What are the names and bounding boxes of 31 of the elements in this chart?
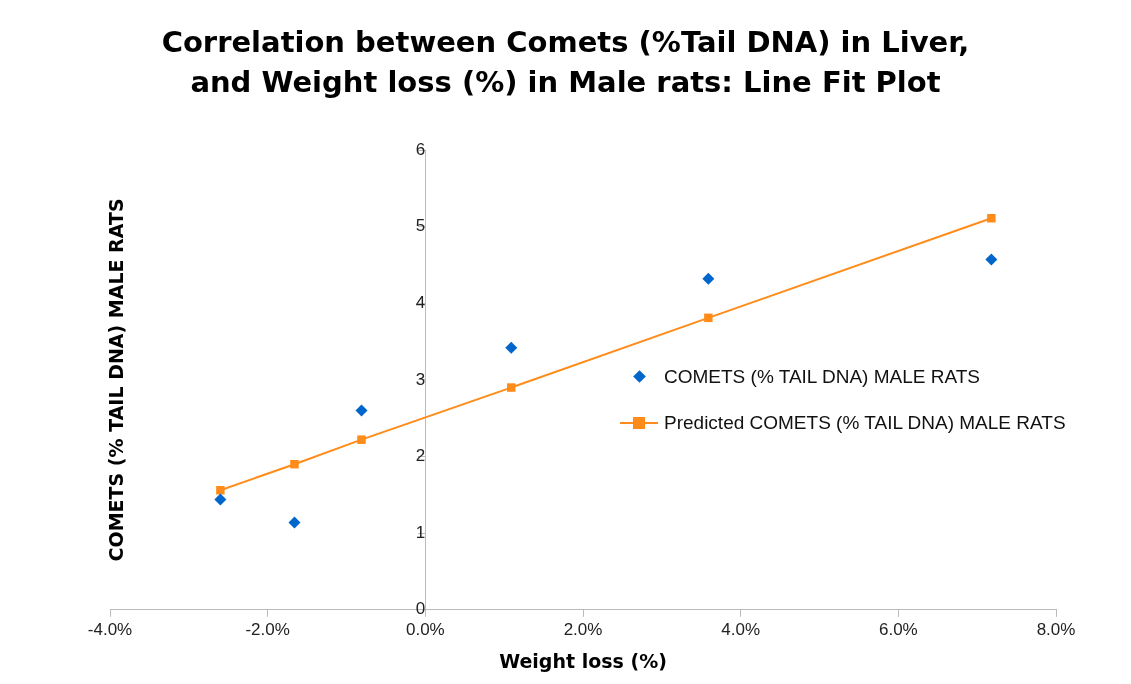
point xyxy=(216,486,225,495)
point xyxy=(985,253,998,266)
x-tick-label: 4.0% xyxy=(721,619,761,639)
y-tick-label: 4 xyxy=(415,292,426,312)
point xyxy=(704,313,713,323)
legend-label: Predicted COMETS (% TAIL DNA) MALE RATS xyxy=(664,411,1066,434)
point xyxy=(214,493,227,506)
legend-label: COMETS (% TAIL DNA) MALE RATS xyxy=(664,365,981,388)
point xyxy=(288,516,301,529)
y-tick-label: 6 xyxy=(415,139,426,159)
x-tick-label: 8.0% xyxy=(1036,619,1076,639)
point xyxy=(987,213,996,223)
y-tick-label: 0 xyxy=(415,599,426,619)
point xyxy=(357,435,366,444)
y-axis-title: COMETS (% TAIL DNA) MALE RATS xyxy=(104,198,127,562)
y-tick-label: 1 xyxy=(415,522,426,542)
x-tick-label: -4.0% xyxy=(87,619,133,639)
x-tick-label: 6.0% xyxy=(878,619,918,639)
x-tick-label: 2.0% xyxy=(563,619,603,639)
y-tick-label: 3 xyxy=(415,369,426,389)
y-tick-label: 5 xyxy=(415,216,426,236)
point xyxy=(290,459,299,469)
point xyxy=(507,383,516,392)
chart-title: Correlation between Comets (%Tail DNA) in Liver, and Weight loss (%) in Male rats: Line Fit Plot xyxy=(160,24,971,101)
x-tick-label: 0.0% xyxy=(405,619,445,639)
x-tick-label: -2.0% xyxy=(245,619,290,639)
point xyxy=(355,404,368,417)
x-axis-title: Weight loss (%) xyxy=(499,649,667,672)
point xyxy=(702,272,715,285)
y-tick-label: 2 xyxy=(415,446,426,466)
point xyxy=(505,341,518,354)
